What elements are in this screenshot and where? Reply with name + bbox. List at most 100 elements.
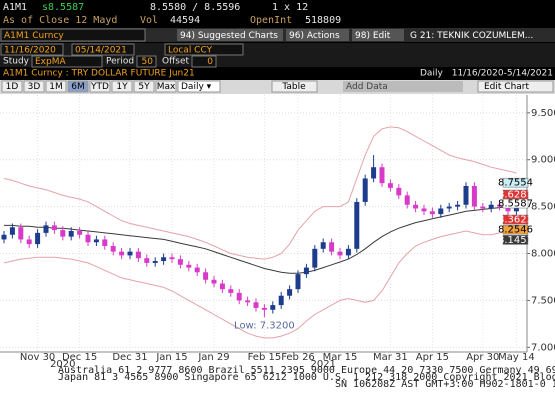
x-tick-label: Mar 31 xyxy=(373,352,408,363)
period-button[interactable] xyxy=(23,80,45,93)
candle-body xyxy=(1,234,7,240)
candle-body xyxy=(135,251,141,259)
add-data-field[interactable] xyxy=(343,81,463,92)
period-label: YTD xyxy=(90,82,109,92)
price-flag-label: 8.5587 xyxy=(498,199,533,210)
candle-body xyxy=(371,167,377,179)
candle-body xyxy=(144,258,150,263)
period-field[interactable] xyxy=(136,55,157,68)
price-flag-label: 8.3623 xyxy=(498,215,533,226)
candle-body xyxy=(161,257,167,262)
candle-body xyxy=(102,239,108,247)
candle-body xyxy=(177,259,183,265)
period-button[interactable] xyxy=(45,80,67,93)
x-tick-label: Dec 31 xyxy=(112,352,147,363)
candle-body xyxy=(127,251,133,256)
button[interactable] xyxy=(286,29,349,41)
y-tick-label: 9.5000 xyxy=(531,108,555,119)
edit-chart-button[interactable] xyxy=(477,80,554,93)
candle-body xyxy=(203,272,209,280)
y-tick-label: 8.0000 xyxy=(531,249,555,260)
y-tick-label: 7.0000 xyxy=(531,342,555,353)
plot: 7.0000 7.5000 8.0000 8.5000 9.0000 9.5000 Nov … xyxy=(0,95,555,370)
price-flag-label: 8.6287 xyxy=(498,190,533,201)
candle-body xyxy=(446,206,452,209)
footer: Australia 61 2 9777 8600 Brazil 5511 239… xyxy=(58,365,555,390)
candle-body xyxy=(261,307,267,310)
offset: 0 xyxy=(207,57,213,67)
candle-body xyxy=(60,230,66,237)
period-button[interactable] xyxy=(111,80,133,93)
candle-body xyxy=(186,264,192,268)
candle-body xyxy=(438,208,444,215)
candle-body xyxy=(194,267,200,273)
x-tick-label: Apr 15 xyxy=(416,352,449,363)
candle-body xyxy=(463,185,469,205)
price-flag xyxy=(502,198,529,209)
currency-field[interactable] xyxy=(164,43,244,56)
table-button[interactable] xyxy=(271,80,318,93)
offset-field[interactable] xyxy=(191,55,217,68)
period: 50 xyxy=(142,57,154,67)
candle-body xyxy=(228,289,234,293)
candle-body xyxy=(9,227,15,235)
bid-ask: 8.5580 / 8.5596 xyxy=(150,2,240,13)
start-date: 11/16/2020 xyxy=(4,46,56,56)
button-label: 96) Actions xyxy=(289,31,340,41)
button[interactable] xyxy=(352,29,404,41)
candle-body xyxy=(51,225,57,231)
button[interactable] xyxy=(177,29,283,41)
x-tick-label: Jan 29 xyxy=(197,352,229,363)
oi-label: OpenInt xyxy=(250,15,292,26)
candle-body xyxy=(505,206,511,212)
candle-body xyxy=(404,195,410,205)
oi: 518809 xyxy=(305,15,341,26)
candle-body xyxy=(169,257,175,260)
date-field[interactable] xyxy=(71,43,135,56)
price-flag-label: 8.2546 xyxy=(498,225,533,236)
period-buttons: 1D 3D 1M 6M YTD 1Y 5Y Max xyxy=(1,80,177,93)
candle-body xyxy=(270,305,276,310)
candle-body xyxy=(35,232,41,245)
size: 1 x 12 xyxy=(272,2,308,13)
price-flag-label: 8.1451 xyxy=(498,235,533,246)
x-tick-label: Nov 30 xyxy=(20,352,55,363)
candle-body xyxy=(219,283,225,290)
footer-line: Japan 81 3 4565 8900 Singapore 65 6212 1… xyxy=(58,372,555,383)
vol-label: Vol xyxy=(140,15,158,26)
price-flag xyxy=(502,224,529,235)
x-tick-label: Jan 15 xyxy=(155,352,187,363)
x-tick-label: Feb 26 xyxy=(281,352,315,363)
period-button[interactable] xyxy=(89,80,111,93)
page-title: G 21: TEKNIK COZUMLEM... xyxy=(410,31,533,41)
candle-body xyxy=(119,251,125,256)
candle-body xyxy=(387,183,393,188)
security: A1M1 Curncy xyxy=(4,31,64,41)
last-price: s8.5587 xyxy=(42,2,84,13)
currency: Local CCY xyxy=(168,46,213,56)
study-field[interactable] xyxy=(31,55,103,68)
period-button[interactable] xyxy=(67,80,89,93)
candle-body xyxy=(396,187,402,196)
frequency: Daily xyxy=(420,69,443,79)
period-button[interactable] xyxy=(1,80,23,93)
candle-body xyxy=(421,208,427,212)
date-field[interactable] xyxy=(0,43,64,56)
security-box[interactable] xyxy=(0,28,146,42)
candle-body xyxy=(303,267,309,275)
period-label: 6M xyxy=(71,82,85,92)
ticker: A1M1 xyxy=(3,2,27,13)
period-button[interactable] xyxy=(155,80,177,93)
period-button[interactable] xyxy=(133,80,155,93)
candle-body xyxy=(354,201,360,249)
candle-body xyxy=(345,248,351,256)
candle-body xyxy=(471,185,477,207)
footer-line: SN 106208Z AST GMT+3:00 H902-1801-0 14-M… xyxy=(335,379,555,390)
add-data-label: Add Data xyxy=(346,82,388,92)
frequency-select[interactable] xyxy=(177,80,221,93)
candle-body xyxy=(211,279,217,284)
footer-line: Australia 61 2 9777 8600 Brazil 5511 239… xyxy=(58,365,555,376)
candle-body xyxy=(253,302,259,308)
candle-body xyxy=(329,242,335,252)
period-label: 1M xyxy=(49,82,63,92)
